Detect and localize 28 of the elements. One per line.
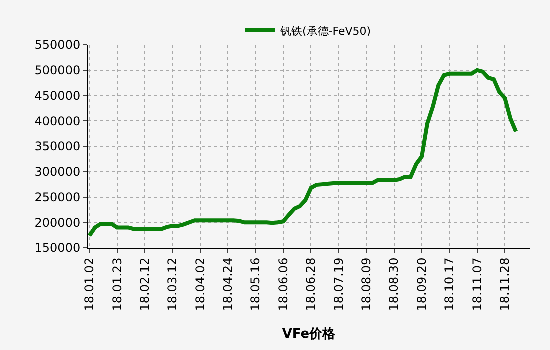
x-tick-label: 18.01.02 — [82, 258, 97, 312]
y-tick-label: 350000 — [34, 140, 81, 154]
y-tick-label: 150000 — [34, 241, 81, 256]
x-tick-label: 18.08.09 — [360, 258, 374, 312]
x-tick-label: 18.05.16 — [248, 258, 263, 312]
x-tick-label: 18.09.20 — [414, 258, 429, 312]
y-tick-label: 550000 — [34, 38, 81, 52]
x-tick-label: 18.10.17 — [442, 258, 457, 312]
line-series — [88, 68, 518, 238]
x-tick-label: 18.06.06 — [276, 258, 290, 312]
x-tick-label: 18.04.02 — [193, 258, 208, 312]
y-tick-label: 500000 — [34, 64, 81, 78]
y-tick-label: 450000 — [34, 88, 81, 103]
y-tick-label: 250000 — [34, 190, 81, 204]
legend-label: 钒铁(承德-FeV50) — [280, 24, 372, 38]
x-axis-title: VFe价格 — [282, 326, 337, 342]
x-tick-label: 18.11.07 — [470, 258, 484, 312]
x-tick-label: 18.11.28 — [498, 258, 512, 312]
x-tick-label: 18.06.28 — [304, 258, 318, 312]
x-tick-label: 18.01.23 — [110, 258, 124, 312]
x-tick-label: 18.02.12 — [138, 258, 152, 312]
x-tick-label: 18.03.12 — [166, 258, 180, 312]
x-tick-label: 18.07.19 — [332, 258, 346, 312]
x-tick-label: 18.04.24 — [221, 258, 236, 312]
y-tick-label: 200000 — [34, 216, 81, 230]
x-tick-label: 18.08.30 — [387, 258, 402, 312]
y-tick-label: 300000 — [34, 165, 81, 180]
y-tick-label: 400000 — [34, 114, 81, 128]
